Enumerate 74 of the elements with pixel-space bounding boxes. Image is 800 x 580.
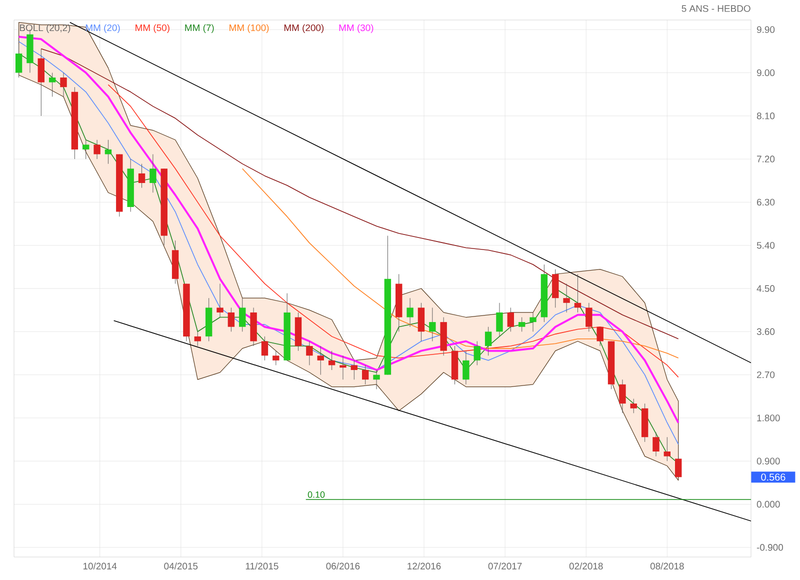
candlestick (496, 302, 503, 337)
text: MM (7) (185, 24, 214, 33)
candlestick (429, 307, 436, 342)
candlestick (596, 326, 604, 346)
x-tick-label: 11/2015 (246, 562, 278, 570)
candlestick (38, 48, 45, 116)
candlestick (15, 44, 22, 78)
candlestick (619, 379, 626, 414)
candlestick (507, 307, 514, 332)
y-tick-label: 0.900 (756, 458, 780, 464)
candlestick (194, 331, 202, 346)
candlestick (484, 326, 492, 356)
candlestick (82, 140, 90, 160)
candlestick (373, 370, 380, 390)
candlestick (674, 456, 682, 478)
y-tick-label: 7.20 (757, 156, 775, 162)
chart-subtitle: 5 ANS - HEBDO (682, 5, 750, 12)
candlestick (574, 274, 582, 313)
candlestick (474, 340, 480, 366)
legend-title: BOLL (20,2) (20, 24, 70, 33)
y-tick-label: 1.800 (757, 414, 780, 422)
candlestick (138, 164, 146, 188)
candlestick (462, 350, 470, 385)
candlestick (228, 307, 235, 332)
candlestick (48, 72, 56, 97)
candlestick (518, 317, 526, 332)
candlestick (340, 355, 346, 380)
x-tick-label: 04/2015 (164, 562, 198, 570)
y-tick-label: 9.90 (756, 26, 775, 33)
candlestick (350, 360, 358, 380)
candlestick (261, 336, 268, 361)
candlestick (664, 436, 671, 462)
x-tick-label: 06/2016 (326, 562, 360, 570)
y-tick-label: 9.00 (756, 69, 775, 76)
candlestick (530, 312, 536, 332)
candlestick (306, 340, 313, 366)
candlestick (630, 398, 637, 414)
text: MM (20) (86, 24, 120, 33)
y-tick-label: 2.70 (757, 371, 775, 378)
candlestick (317, 346, 324, 376)
text: MM (100) (230, 24, 269, 33)
candlestick (239, 298, 246, 332)
candlestick (362, 364, 369, 385)
x-tick-label: 07/2017 (488, 562, 522, 570)
y-tick-label: 5.40 (756, 242, 775, 249)
candlestick (586, 302, 592, 332)
candlestick (216, 283, 224, 318)
candlestick (328, 350, 336, 370)
y-tick-label: 3.60 (756, 328, 775, 335)
text: MM (50) (136, 24, 170, 33)
text: 0.566 (761, 474, 786, 481)
y-tick-label: 8.10 (756, 112, 775, 120)
line-series (40, 48, 679, 340)
y-tick-label: 0.000 (756, 500, 780, 508)
y-tick-label: 6.30 (757, 198, 775, 206)
text: MM (200) (284, 24, 324, 33)
candlestick (104, 140, 112, 164)
ref-line-label: 0.10 (308, 491, 325, 498)
x-tick-label: 10/2014 (83, 562, 117, 570)
candlestick (418, 302, 425, 342)
candlestick (563, 283, 570, 313)
candlestick (652, 432, 660, 457)
candlestick (272, 350, 280, 366)
candlestick (406, 298, 414, 328)
y-tick-label: -0.900 (756, 544, 783, 551)
text: MM (30) (339, 24, 374, 33)
y-tick-label: 4.50 (756, 285, 775, 292)
candlestick (60, 72, 67, 97)
candlestick (552, 269, 559, 308)
x-tick-label: 08/2018 (650, 562, 684, 570)
candlestick (94, 140, 100, 160)
x-tick-label: 12/2016 (408, 562, 441, 570)
x-tick-label: 02/2018 (569, 562, 603, 570)
candlestick (150, 154, 156, 193)
